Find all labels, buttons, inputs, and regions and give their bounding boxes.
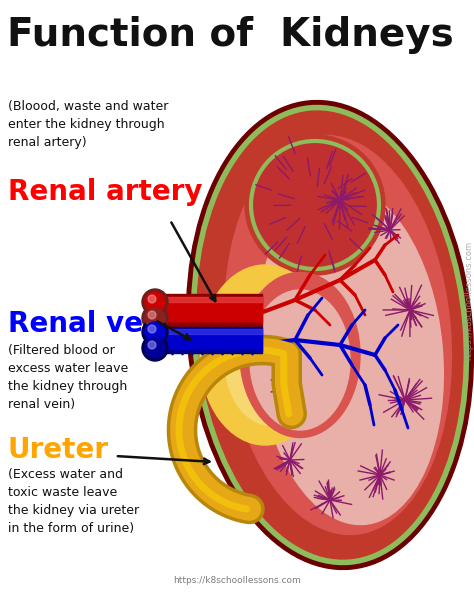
Polygon shape	[210, 323, 215, 327]
Polygon shape	[230, 323, 235, 327]
Circle shape	[145, 338, 165, 358]
Ellipse shape	[240, 272, 360, 437]
Text: https://k8schoollessons.com: https://k8schoollessons.com	[465, 240, 474, 359]
Text: Renal vein: Renal vein	[8, 310, 173, 338]
Polygon shape	[240, 351, 245, 355]
Circle shape	[142, 319, 168, 345]
Circle shape	[142, 289, 168, 315]
Ellipse shape	[194, 108, 465, 561]
Polygon shape	[190, 323, 195, 327]
Circle shape	[148, 325, 156, 333]
Circle shape	[148, 341, 156, 349]
Polygon shape	[230, 351, 235, 355]
Polygon shape	[250, 323, 255, 327]
Ellipse shape	[253, 143, 377, 268]
Ellipse shape	[250, 290, 350, 430]
Text: (Excess water and
toxic waste leave
the kidney via ureter
in the form of urine): (Excess water and toxic waste leave the …	[8, 468, 139, 535]
Ellipse shape	[225, 295, 315, 425]
Circle shape	[145, 322, 165, 342]
Polygon shape	[220, 351, 225, 355]
Ellipse shape	[256, 185, 443, 525]
Polygon shape	[240, 323, 245, 327]
Polygon shape	[210, 351, 215, 355]
Ellipse shape	[245, 135, 385, 275]
Ellipse shape	[200, 265, 330, 445]
Ellipse shape	[187, 101, 474, 570]
Polygon shape	[170, 351, 175, 355]
Polygon shape	[170, 323, 175, 327]
Text: https://k8schoollessons.com: https://k8schoollessons.com	[173, 576, 301, 585]
Circle shape	[145, 308, 165, 328]
Polygon shape	[250, 351, 255, 355]
Text: Ureter: Ureter	[8, 436, 109, 464]
Circle shape	[148, 295, 156, 303]
Circle shape	[142, 335, 168, 361]
Circle shape	[145, 292, 165, 312]
Polygon shape	[200, 323, 205, 327]
Polygon shape	[190, 351, 195, 355]
Text: (Filtered blood or
excess water leave
the kidney through
renal vein): (Filtered blood or excess water leave th…	[8, 344, 128, 411]
Polygon shape	[200, 351, 205, 355]
Circle shape	[148, 311, 156, 319]
Ellipse shape	[225, 136, 451, 535]
Text: Renal artery: Renal artery	[8, 178, 202, 206]
Text: (Bloood, waste and water
enter the kidney through
renal artery): (Bloood, waste and water enter the kidne…	[8, 100, 168, 149]
Polygon shape	[180, 323, 185, 327]
Polygon shape	[220, 323, 225, 327]
Polygon shape	[180, 351, 185, 355]
Text: Function of  Kidneys: Function of Kidneys	[7, 16, 453, 54]
Circle shape	[142, 305, 168, 331]
